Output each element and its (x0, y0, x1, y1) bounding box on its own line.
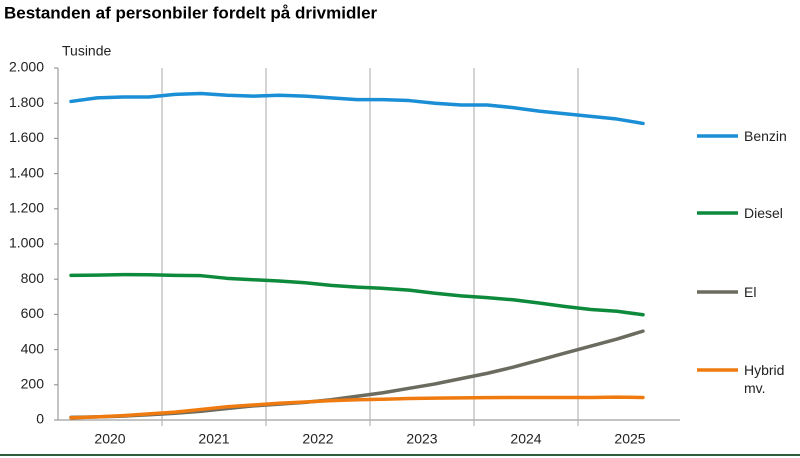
legend-label: Diesel (744, 205, 783, 221)
y-tick-label: 200 (21, 376, 45, 392)
x-tick-label: 2021 (198, 431, 229, 447)
x-tick-label: 2020 (94, 431, 125, 447)
y-tick-label: 0 (36, 411, 44, 427)
y-axis-label: Tusinde (62, 43, 112, 59)
y-tick-label: 1.000 (9, 235, 44, 251)
series-line (69, 329, 645, 420)
legend-label: Benzin (744, 128, 787, 144)
legend-label: El (744, 284, 757, 300)
series-line (69, 91, 645, 126)
x-tick-label: 2024 (510, 431, 541, 447)
x-tick-label: 2025 (614, 431, 645, 447)
y-tick-label: 600 (21, 305, 45, 321)
legend-label: Hybrid mv. (744, 362, 785, 396)
y-tick-label: 800 (21, 270, 45, 286)
y-tick-label: 2.000 (9, 59, 44, 75)
series-line (69, 272, 645, 317)
x-tick-label: 2023 (406, 431, 437, 447)
x-tick-label: 2022 (302, 431, 333, 447)
y-tick-label: 1.400 (9, 164, 44, 180)
chart-title: Bestanden af personbiler fordelt på driv… (4, 3, 378, 22)
series-line (69, 395, 645, 420)
y-tick-label: 1.800 (9, 94, 44, 110)
y-tick-label: 1.200 (9, 200, 44, 216)
y-tick-label: 1.600 (9, 129, 44, 145)
y-tick-label: 400 (21, 340, 45, 356)
